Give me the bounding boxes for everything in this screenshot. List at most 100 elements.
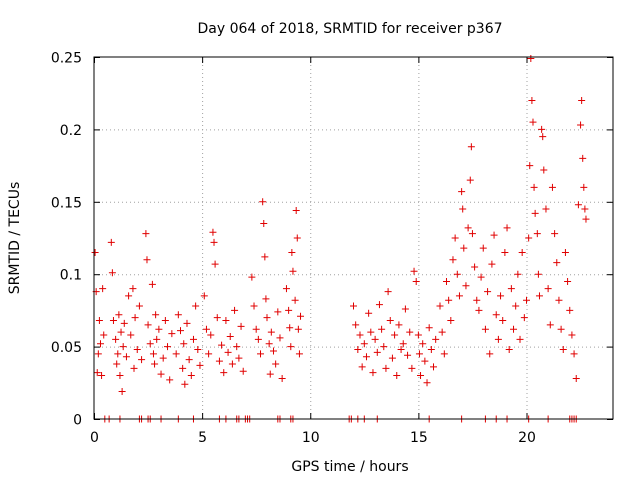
data-point xyxy=(577,121,585,129)
data-point xyxy=(471,263,479,271)
data-point xyxy=(215,357,223,365)
data-point xyxy=(578,96,586,104)
data-point xyxy=(477,273,485,281)
data-point xyxy=(200,292,208,300)
data-point xyxy=(378,325,386,333)
data-point xyxy=(91,248,99,256)
data-point xyxy=(401,305,409,313)
data-point xyxy=(148,280,156,288)
data-point xyxy=(286,324,294,332)
data-point xyxy=(210,238,218,246)
data-point xyxy=(445,296,453,304)
data-point xyxy=(542,205,550,213)
data-point xyxy=(222,317,230,325)
data-point xyxy=(194,345,202,353)
data-point xyxy=(172,350,180,358)
data-point xyxy=(570,350,578,358)
data-point xyxy=(382,364,390,372)
x-tick-labels: 0 5 10 15 20 xyxy=(90,430,536,446)
x-tick-label: 20 xyxy=(518,430,536,446)
data-point xyxy=(267,328,275,336)
data-point xyxy=(546,321,554,329)
data-point xyxy=(183,319,191,327)
data-point xyxy=(354,345,362,353)
data-point xyxy=(257,350,265,358)
data-point xyxy=(527,54,535,62)
data-point xyxy=(455,292,463,300)
data-point xyxy=(135,302,143,310)
data-point xyxy=(533,230,541,238)
data-point xyxy=(285,306,293,314)
data-point xyxy=(149,350,157,358)
data-point xyxy=(528,96,536,104)
data-point xyxy=(518,248,526,256)
data-point xyxy=(551,230,559,238)
data-point xyxy=(512,302,520,310)
data-point xyxy=(530,183,538,191)
y-tick-label: 0.15 xyxy=(51,195,82,211)
data-point xyxy=(490,231,498,239)
data-point xyxy=(360,340,368,348)
chart-title: Day 064 of 2018, SRMTID for receiver p36… xyxy=(197,21,502,37)
data-point xyxy=(235,354,243,362)
data-point xyxy=(473,296,481,304)
data-point xyxy=(142,230,150,238)
data-point xyxy=(276,334,284,342)
data-point xyxy=(213,314,221,322)
data-point xyxy=(581,205,589,213)
data-point xyxy=(100,331,108,339)
data-point xyxy=(113,360,121,368)
data-point xyxy=(99,285,107,293)
data-point xyxy=(564,277,572,285)
data-point xyxy=(96,340,104,348)
data-point xyxy=(129,285,137,293)
data-point xyxy=(503,224,511,232)
data-point xyxy=(130,364,138,372)
data-point xyxy=(287,343,295,351)
data-point xyxy=(181,380,189,388)
data-point xyxy=(442,277,450,285)
data-point xyxy=(412,277,420,285)
data-point xyxy=(397,345,405,353)
data-point xyxy=(417,372,425,380)
y-tick-label: 0.25 xyxy=(51,51,82,67)
data-point xyxy=(568,331,576,339)
data-point xyxy=(297,312,305,320)
data-point xyxy=(168,330,176,338)
data-point xyxy=(115,311,123,319)
data-point xyxy=(109,317,117,325)
data-point xyxy=(393,372,401,380)
data-point xyxy=(266,370,274,378)
data-point xyxy=(451,234,459,242)
data-point xyxy=(122,353,130,361)
data-point xyxy=(501,248,509,256)
data-point xyxy=(95,317,103,325)
data-point xyxy=(159,354,167,362)
data-point xyxy=(425,324,433,332)
data-point xyxy=(523,296,530,304)
data-point xyxy=(548,183,556,191)
data-point xyxy=(117,328,125,336)
data-point xyxy=(373,348,381,356)
data-point xyxy=(161,317,169,325)
data-point xyxy=(114,350,122,358)
data-point xyxy=(534,270,542,278)
data-point xyxy=(544,285,552,293)
data-point xyxy=(505,345,513,353)
data-point xyxy=(260,220,268,228)
data-point xyxy=(447,317,455,325)
data-point xyxy=(211,260,219,268)
data-point xyxy=(143,256,151,264)
data-point xyxy=(467,143,475,151)
data-point xyxy=(553,259,561,267)
data-point xyxy=(395,321,403,329)
data-point xyxy=(233,343,241,351)
data-point xyxy=(365,309,373,317)
data-point xyxy=(262,295,270,303)
data-point xyxy=(259,198,267,206)
x-tick-label: 15 xyxy=(410,430,428,446)
data-point xyxy=(539,133,547,141)
data-point xyxy=(196,361,204,369)
data-point xyxy=(127,331,135,339)
data-point xyxy=(151,360,159,368)
